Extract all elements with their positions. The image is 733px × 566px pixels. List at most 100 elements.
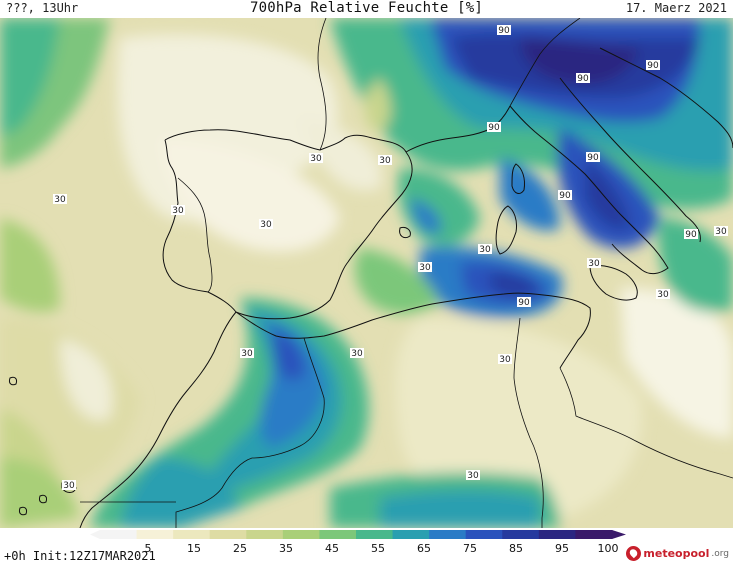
colorbar-tick-label: 15 [187, 542, 201, 555]
svg-text:30: 30 [54, 195, 66, 205]
morocco-algeria-border [175, 337, 325, 528]
svg-text:90: 90 [559, 191, 571, 201]
france-italy-border [509, 18, 581, 107]
contour-label-30: 30 [309, 153, 323, 164]
contour-label-30: 30 [240, 348, 254, 359]
libya-border [559, 367, 733, 479]
sardinia [495, 205, 517, 255]
brand-suffix: .org [711, 548, 729, 559]
contour-label-30: 30 [714, 226, 728, 237]
init-time-label: +0h Init:12Z17MAR2021 [4, 549, 156, 563]
contour-label-30: 30 [498, 354, 512, 365]
contour-label-30: 30 [478, 244, 492, 255]
svg-text:30: 30 [715, 227, 727, 237]
contour-label-30: 30 [350, 348, 364, 359]
colorbar-swatch [319, 530, 357, 539]
contour-label-90: 90 [497, 25, 511, 36]
north-africa-coast [235, 292, 591, 369]
colorbar-min-arrow [90, 530, 100, 539]
algeria-tunisia-border [513, 317, 544, 528]
svg-text:90: 90 [647, 61, 659, 71]
colorbar-swatch [575, 530, 613, 539]
colorbar-swatch [282, 530, 320, 539]
atlantic-morocco-coast [79, 311, 237, 528]
humidity-map: 90 90 90 90 90 90 90 90 30 30 30 30 30 3… [0, 18, 733, 528]
contour-label-30: 30 [171, 205, 185, 216]
svg-text:30: 30 [657, 290, 669, 300]
contour-label-30: 30 [259, 219, 273, 230]
italy-west-coast [509, 105, 669, 275]
colorbar-swatch [538, 530, 576, 539]
iberia-north-coast [164, 129, 407, 153]
colorbar-swatch [465, 530, 503, 539]
header-bar: ???, 13Uhr 700hPa Relative Feuchte [%] 1… [0, 0, 733, 18]
country-borders [80, 18, 733, 528]
meteopool-logo-icon [626, 546, 642, 561]
contour-label-30: 30 [418, 262, 432, 273]
svg-text:30: 30 [310, 154, 322, 164]
colorbar-tick-label: 75 [463, 542, 477, 555]
contour-label-30: 30 [62, 480, 76, 491]
svg-text:30: 30 [479, 245, 491, 255]
map-canvas: 90 90 90 90 90 90 90 90 30 30 30 30 30 3… [0, 18, 733, 528]
colorbar-swatch [209, 530, 247, 539]
colorbar [90, 530, 626, 539]
italy-east-coast [559, 77, 701, 243]
svg-text:30: 30 [172, 206, 184, 216]
mallorca [399, 227, 411, 239]
svg-text:30: 30 [241, 349, 253, 359]
contour-label-90: 90 [517, 297, 531, 308]
svg-text:30: 30 [260, 220, 272, 230]
svg-text:90: 90 [587, 153, 599, 163]
brand-name: meteopool [643, 547, 710, 560]
contour-label-30: 30 [466, 470, 480, 481]
colorbar-swatch [502, 530, 540, 539]
colorbar-tick-label: 45 [325, 542, 339, 555]
colorbar-swatch [173, 530, 211, 539]
svg-text:30: 30 [351, 349, 363, 359]
svg-text:30: 30 [499, 355, 511, 365]
contour-label-90: 90 [487, 122, 501, 133]
colorbar-tick-label: 5 [144, 542, 152, 555]
svg-text:30: 30 [63, 481, 75, 491]
svg-text:30: 30 [419, 263, 431, 273]
contour-label-90: 90 [684, 229, 698, 240]
colorbar-tick-label: 85 [509, 542, 523, 555]
svg-text:30: 30 [467, 471, 479, 481]
colorbar-tick-label: 25 [233, 542, 247, 555]
contour-label-90: 90 [646, 60, 660, 71]
svg-text:30: 30 [588, 259, 600, 269]
spain-portugal-border [177, 177, 213, 293]
contour-label-90: 90 [586, 152, 600, 163]
brand-logo[interactable]: meteopool .org [626, 546, 729, 561]
colorbar-swatch [246, 530, 284, 539]
colorbar-tick-label: 55 [371, 542, 385, 555]
svg-text:30: 30 [379, 156, 391, 166]
france-west-border [317, 18, 327, 151]
contour-label-30: 30 [53, 194, 67, 205]
colorbar-swatch [100, 530, 138, 539]
svg-text:90: 90 [518, 298, 530, 308]
valid-date: 17. Maerz 2021 [625, 1, 727, 15]
colorbar-tick-label: 65 [417, 542, 431, 555]
coastlines [79, 47, 733, 528]
contour-label-30: 30 [656, 289, 670, 300]
corsica [511, 163, 525, 194]
iberia-east-coast [235, 151, 413, 320]
colorbar-tick-label: 95 [555, 542, 569, 555]
colorbar-swatch [392, 530, 430, 539]
colorbar-swatch [356, 530, 394, 539]
france-south-coast [405, 105, 511, 153]
sicily [589, 265, 638, 301]
svg-text:90: 90 [685, 230, 697, 240]
svg-text:90: 90 [488, 123, 500, 133]
contour-label-30: 30 [587, 258, 601, 269]
svg-text:90: 90 [577, 74, 589, 84]
contour-label-90: 90 [558, 190, 572, 201]
colorbar-max-arrow [612, 530, 626, 539]
contour-label-90: 90 [576, 73, 590, 84]
contour-labels: 90 90 90 90 90 90 90 90 30 30 30 30 30 3… [53, 25, 728, 491]
adriatic-east-coast [599, 47, 733, 149]
colorbar-tick-label: 100 [597, 542, 619, 555]
svg-text:90: 90 [498, 26, 510, 36]
